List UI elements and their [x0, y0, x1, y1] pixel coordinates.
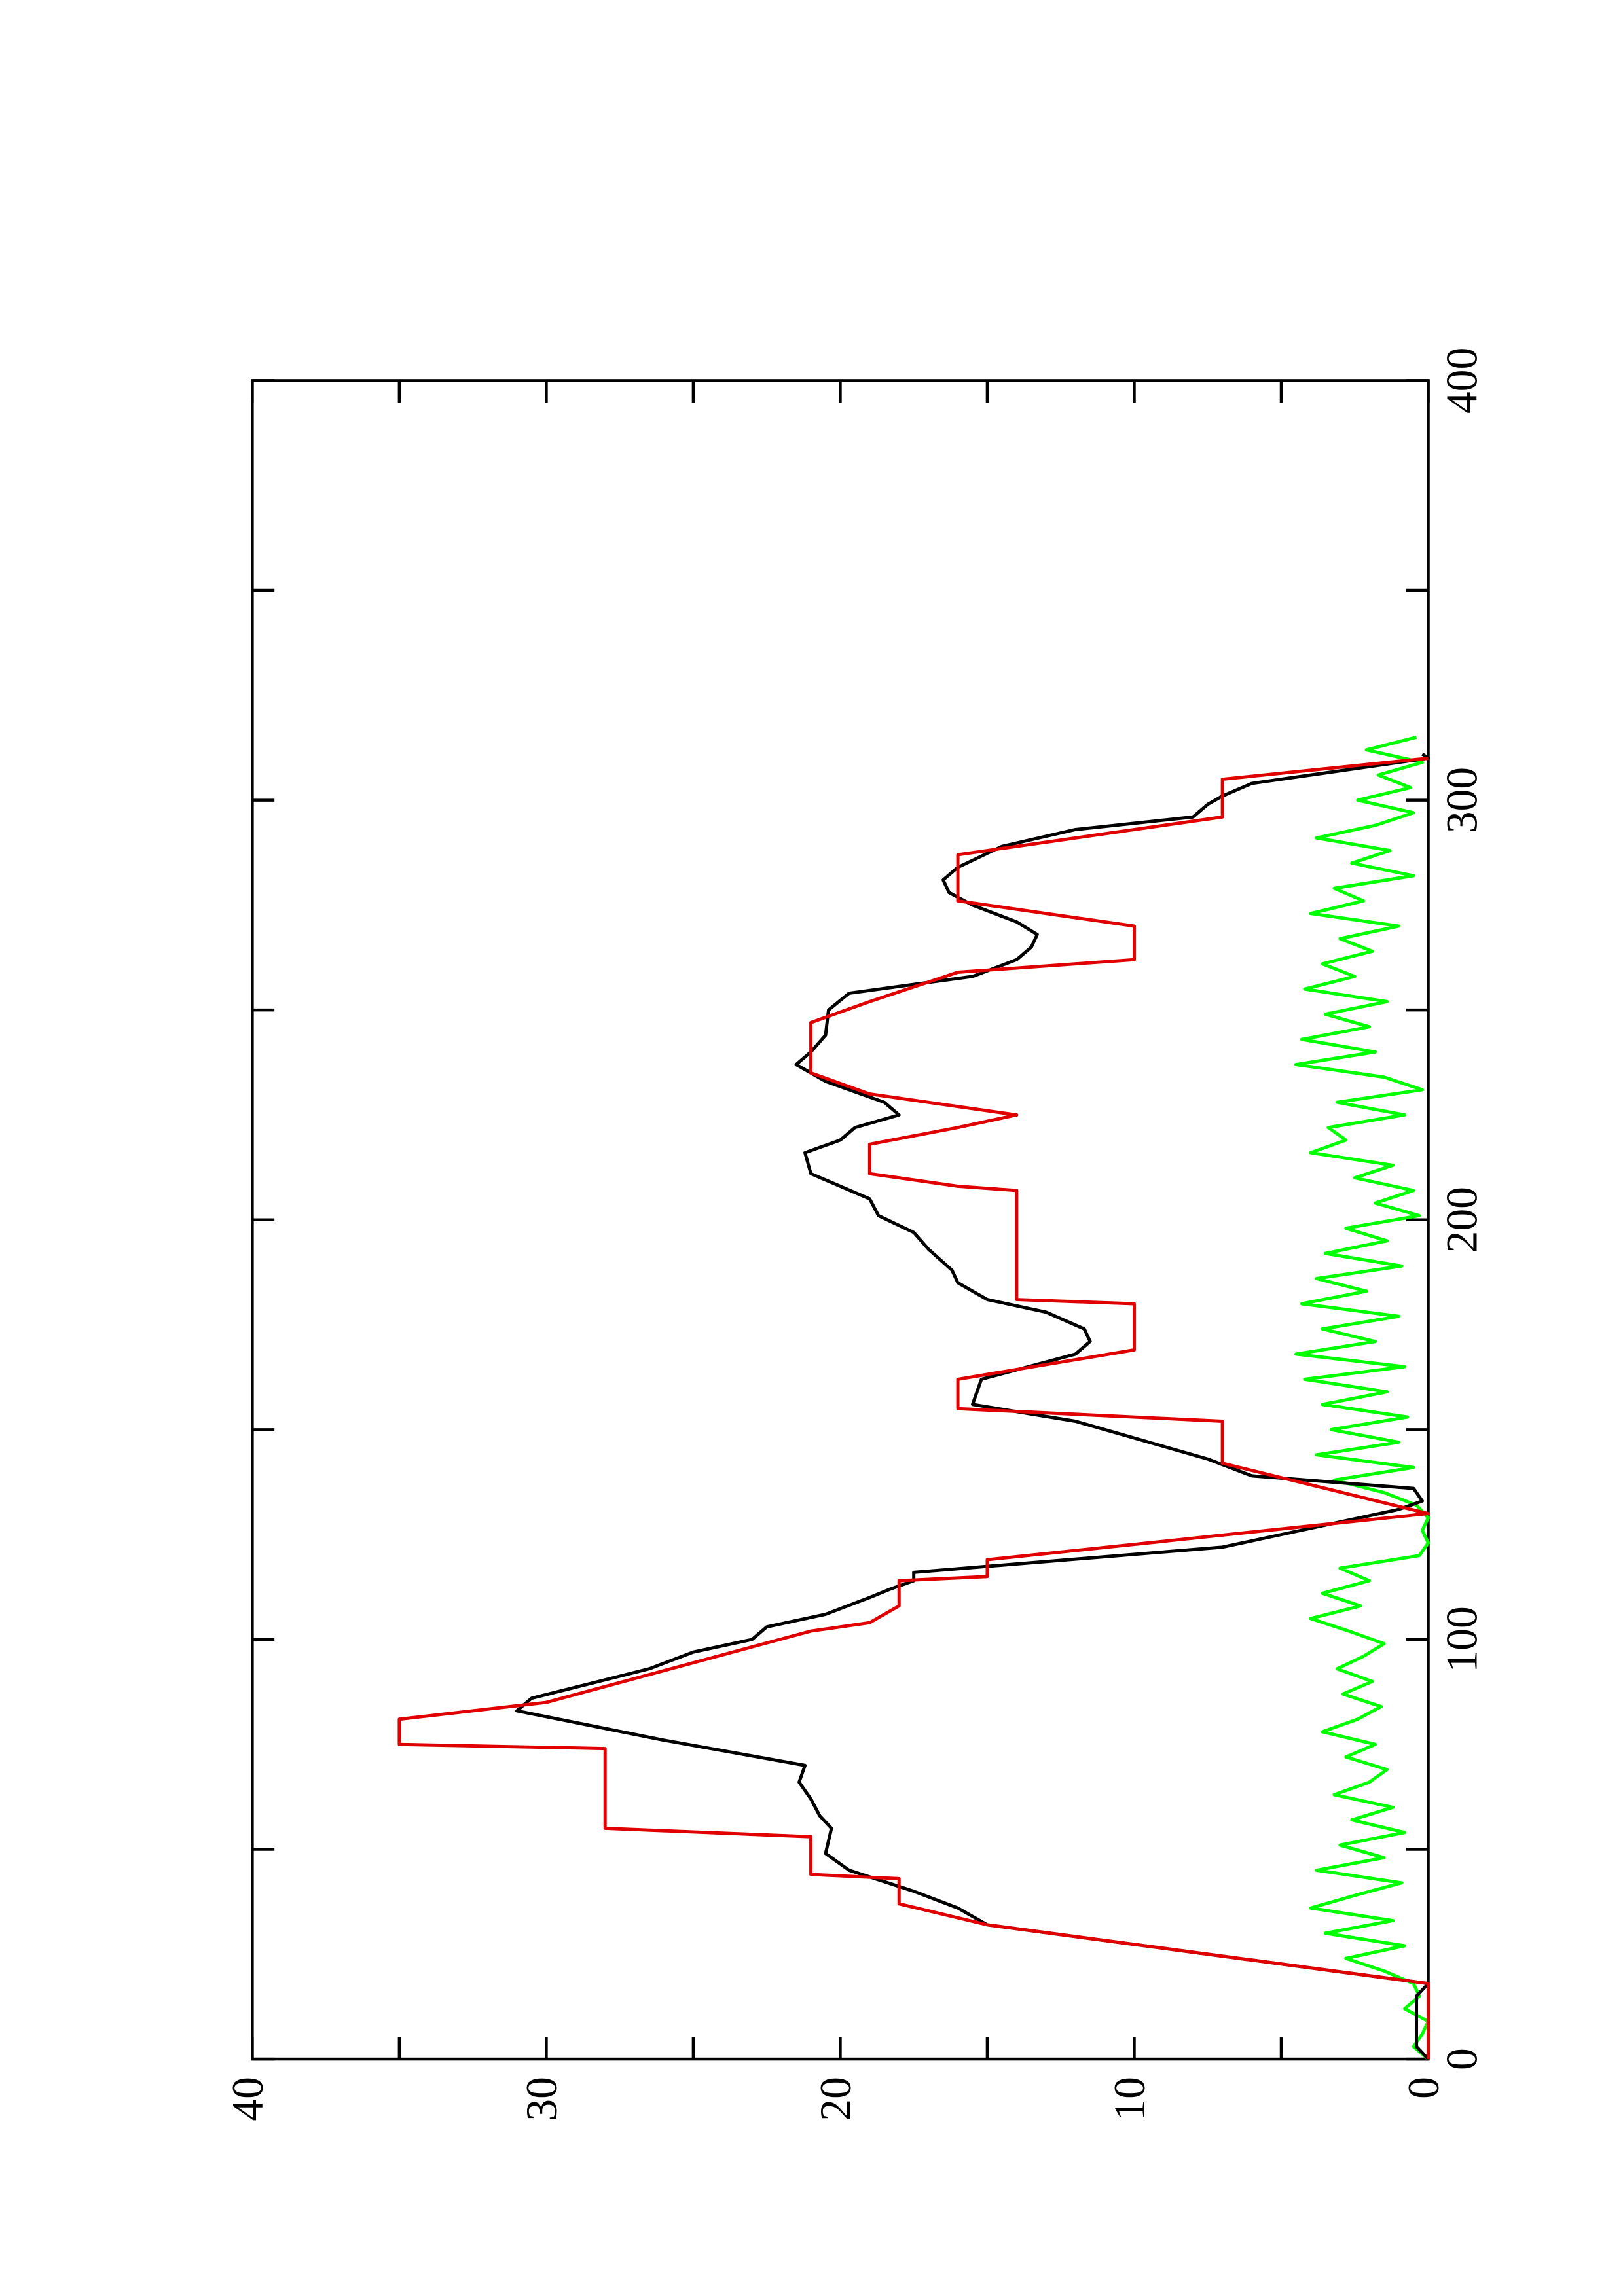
series-line — [515, 753, 1430, 2060]
y-tick-label: 10 — [1105, 2077, 1154, 2121]
series-line — [397, 757, 1430, 2060]
y-tick-label: 20 — [811, 2077, 860, 2121]
y-tick-label: 0 — [1399, 2077, 1448, 2099]
series-line — [1294, 736, 1430, 2060]
x-tick-label: 300 — [1438, 767, 1487, 833]
plot-frame — [251, 379, 1430, 2061]
y-tick-label: 30 — [517, 2077, 566, 2121]
x-tick-label: 400 — [1438, 348, 1487, 414]
x-tick-label: 0 — [1438, 2048, 1487, 2070]
y-tick-label: 40 — [223, 2077, 272, 2121]
x-tick-label: 100 — [1438, 1606, 1487, 1672]
x-tick-label: 200 — [1438, 1187, 1487, 1253]
